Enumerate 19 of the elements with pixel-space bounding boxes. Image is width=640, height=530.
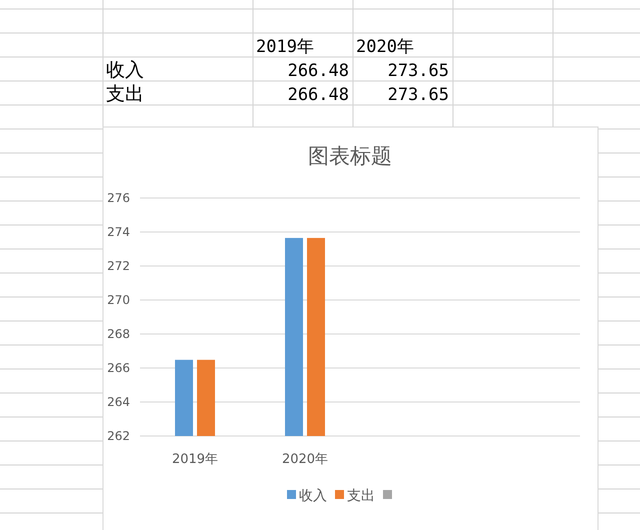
text: 273.65 <box>388 85 449 105</box>
y-tick-label: 266 <box>107 361 130 375</box>
y-tick-label: 268 <box>107 327 130 341</box>
category-label: 2020年 <box>356 37 414 57</box>
text: 收入 <box>106 59 144 81</box>
category-label: 2019年 <box>256 37 314 57</box>
text: 266.48 <box>288 61 349 81</box>
y-tick-label: 262 <box>107 429 130 443</box>
chart-title: 图表标题 <box>308 144 392 168</box>
legend-label: 收入 <box>299 488 327 504</box>
y-tick-label: 274 <box>107 225 130 239</box>
legend-label: 支出 <box>347 488 375 504</box>
y-tick-label: 264 <box>107 395 130 409</box>
text: 273.65 <box>388 61 449 81</box>
y-tick-label: 276 <box>107 191 130 205</box>
text: 266.48 <box>288 85 349 105</box>
text: 支出 <box>106 83 144 105</box>
y-tick-label: 270 <box>107 293 130 307</box>
y-tick-label: 272 <box>107 259 130 273</box>
